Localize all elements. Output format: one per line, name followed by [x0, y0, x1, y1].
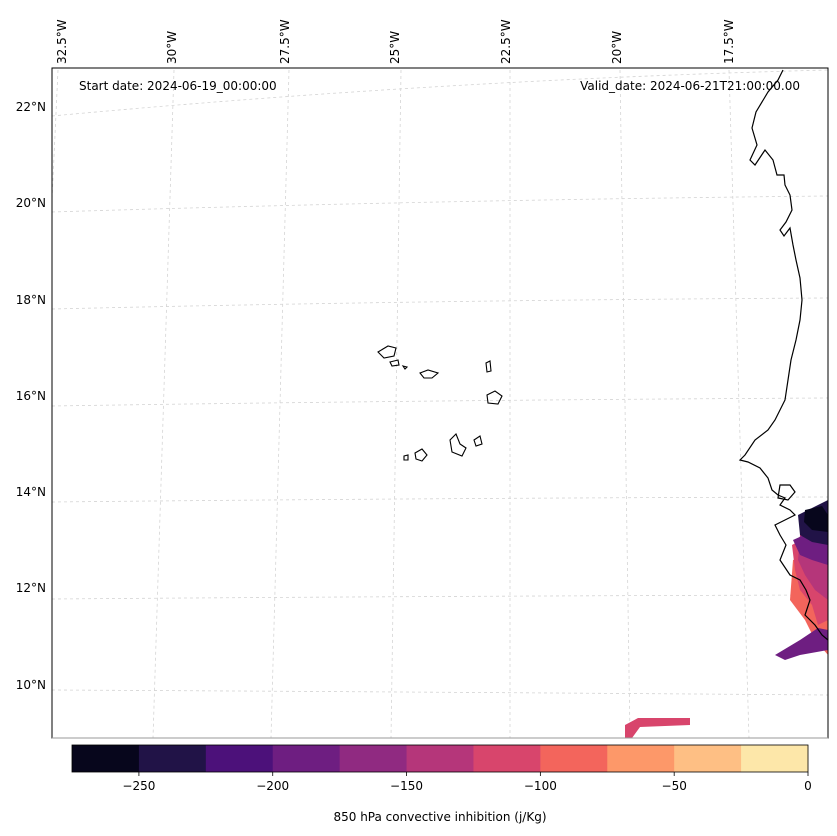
colorbar-bin — [272, 745, 341, 772]
lat-label: 14°N — [16, 485, 46, 499]
island-sal — [485, 360, 492, 373]
cin-region-darkest — [804, 506, 828, 532]
coastline-cape-detail — [777, 484, 796, 501]
colorbar-bin — [205, 745, 274, 772]
island-sao-nicolau — [419, 369, 440, 379]
colorbar-bin — [339, 745, 408, 772]
african-coastline — [738, 69, 829, 641]
start-date-label: Start date: 2024-06-19_00:00:00 — [79, 79, 277, 93]
colorbar-frame — [71, 744, 809, 773]
colorbar-bin — [607, 745, 675, 772]
graticule — [51, 69, 829, 739]
island-sao-vicente — [389, 359, 400, 367]
cape-verde-islands — [377, 345, 503, 462]
lon-label: 27.5°W — [278, 19, 292, 64]
valid-date-label: Valid_date: 2024-06-21T21:00:00.00 — [580, 79, 800, 93]
colorbar-tick-label: −50 — [662, 779, 687, 793]
lat-label: 10°N — [16, 678, 46, 692]
colorbar-tick-label: −100 — [524, 779, 557, 793]
cin-region-south-strip — [625, 718, 690, 738]
colorbar-bin — [138, 745, 207, 772]
colorbar-tick-label: −200 — [256, 779, 289, 793]
colorbar-tick-label: 0 — [804, 779, 812, 793]
colorbar-bin — [406, 745, 474, 772]
colorbar-bin — [674, 745, 742, 772]
colorbar-tick-label: −150 — [390, 779, 423, 793]
lat-label: 16°N — [16, 389, 46, 403]
island-maio — [473, 435, 483, 447]
lat-label: 20°N — [16, 196, 46, 210]
lat-label: 12°N — [16, 581, 46, 595]
colorbar-bin — [72, 745, 140, 772]
island-santa-luzia — [401, 365, 409, 370]
colorbar-label: 850 hPa convective inhibition (j/Kg) — [333, 810, 546, 824]
map-frame — [51, 67, 829, 739]
cin-field — [625, 500, 828, 738]
colorbar-tick-label: −250 — [122, 779, 155, 793]
lat-label: 18°N — [16, 293, 46, 307]
island-santiago — [449, 433, 467, 457]
lon-label: 32.5°W — [55, 19, 69, 64]
latitude-labels: 22°N 20°N 18°N 16°N 14°N 12°N 10°N — [16, 100, 46, 692]
longitude-labels: 32.5°W 30°W 27.5°W 25°W 22.5°W 20°W 17.5… — [55, 19, 736, 64]
colorbar-bin — [540, 745, 608, 772]
cin-region-purple — [775, 628, 828, 660]
island-brava — [403, 454, 409, 461]
colorbar-bin — [473, 745, 541, 772]
lat-label: 22°N — [16, 100, 46, 114]
island-fogo — [414, 448, 428, 462]
lon-label: 25°W — [388, 31, 402, 64]
island-boa-vista — [486, 390, 503, 405]
colorbar: −250 −200 −150 −100 −50 0 — [71, 744, 812, 793]
island-santo-antao — [377, 345, 397, 359]
lon-label: 22.5°W — [499, 19, 513, 64]
colorbar-bin — [741, 745, 809, 772]
lon-label: 20°W — [610, 31, 624, 64]
lon-label: 30°W — [165, 31, 179, 64]
lon-label: 17.5°W — [722, 19, 736, 64]
